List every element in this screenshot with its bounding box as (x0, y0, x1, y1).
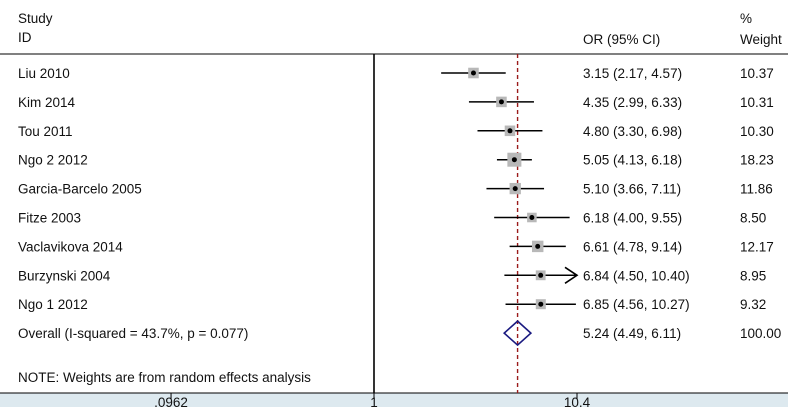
x-tick-label: 10.4 (564, 395, 591, 407)
point-estimate (538, 272, 544, 278)
study-label: Burzynski 2004 (18, 268, 111, 283)
weight-value: 18.23 (740, 153, 774, 168)
axis-band (0, 393, 788, 407)
or-ci-value: 4.35 (2.99, 6.33) (583, 95, 682, 110)
overall-or-ci-value: 5.24 (4.49, 6.11) (583, 326, 681, 341)
point-estimate (535, 243, 541, 249)
point-estimate (538, 301, 544, 307)
point-estimate (529, 215, 535, 220)
or-ci-value: 6.61 (4.78, 9.14) (583, 239, 682, 254)
header-or-ci: OR (95% CI) (583, 32, 660, 47)
weight-value: 8.95 (740, 268, 766, 283)
or-ci-value: 5.10 (3.66, 7.11) (583, 182, 681, 197)
weight-value: 10.31 (740, 95, 774, 110)
weights-note: NOTE: Weights are from random effects an… (18, 370, 311, 385)
study-row: Liu 2010 3.15 (2.17, 4.57) 10.37 (18, 66, 774, 81)
study-row: Garcia-Barcelo 2005 5.10 (3.66, 7.11) 11.8… (18, 182, 773, 197)
overall-row: Overall (I-squared = 43.7%, p = 0.077) 5.… (18, 320, 781, 347)
study-label: Ngo 2 2012 (18, 153, 88, 168)
or-ci-value: 5.05 (4.13, 6.18) (583, 153, 682, 168)
or-ci-value: 6.85 (4.56, 10.27) (583, 297, 690, 312)
study-label: Kim 2014 (18, 95, 76, 110)
weight-value: 12.17 (740, 239, 774, 254)
point-estimate (512, 186, 518, 192)
overall-weight-value: 100.00 (740, 326, 781, 341)
weight-value: 9.32 (740, 297, 766, 312)
study-row: Ngo 2 2012 5.05 (4.13, 6.18) 18.23 (18, 152, 774, 168)
study-label: Ngo 1 2012 (18, 297, 88, 312)
weight-value: 8.50 (740, 211, 766, 226)
header-percent: % (740, 11, 752, 26)
or-ci-value: 6.18 (4.00, 9.55) (583, 211, 682, 226)
header-study: Study (18, 11, 53, 26)
study-row: Vaclavikova 2014 6.61 (4.78, 9.14) 12.17 (18, 239, 774, 254)
study-row: Tou 2011 4.80 (3.30, 6.98) 10.30 (18, 124, 774, 139)
point-estimate (511, 157, 517, 163)
weight-value: 10.30 (740, 124, 774, 139)
study-label: Garcia-Barcelo 2005 (18, 182, 142, 197)
study-row: Burzynski 2004 6.84 (4.50, 10.40) 8.95 (18, 266, 766, 284)
or-ci-value: 3.15 (2.17, 4.57) (583, 66, 682, 81)
weight-value: 11.86 (740, 182, 773, 197)
study-label: Vaclavikova 2014 (18, 239, 123, 254)
study-row: Fitze 2003 6.18 (4.00, 9.55) 8.50 (18, 211, 766, 226)
x-tick-label: 1 (370, 395, 378, 407)
overall-label: Overall (I-squared = 43.7%, p = 0.077) (18, 326, 248, 341)
study-label: Liu 2010 (18, 66, 70, 81)
header-id: ID (18, 30, 32, 45)
point-estimate (507, 128, 513, 134)
or-ci-value: 4.80 (3.30, 6.98) (583, 124, 682, 139)
weight-value: 10.37 (740, 66, 774, 81)
overall-diamond (502, 320, 533, 347)
study-row: Ngo 1 2012 6.85 (4.56, 10.27) 9.32 (18, 297, 766, 312)
study-label: Tou 2011 (18, 124, 73, 139)
study-label: Fitze 2003 (18, 211, 81, 226)
x-tick-label: .0962 (154, 395, 188, 407)
or-ci-value: 6.84 (4.50, 10.40) (583, 268, 690, 283)
point-estimate (498, 99, 504, 105)
study-row: Kim 2014 4.35 (2.99, 6.33) 10.31 (18, 95, 774, 110)
header-weight: Weight (740, 32, 782, 47)
ci-arrow (564, 266, 579, 284)
point-estimate (470, 70, 476, 76)
